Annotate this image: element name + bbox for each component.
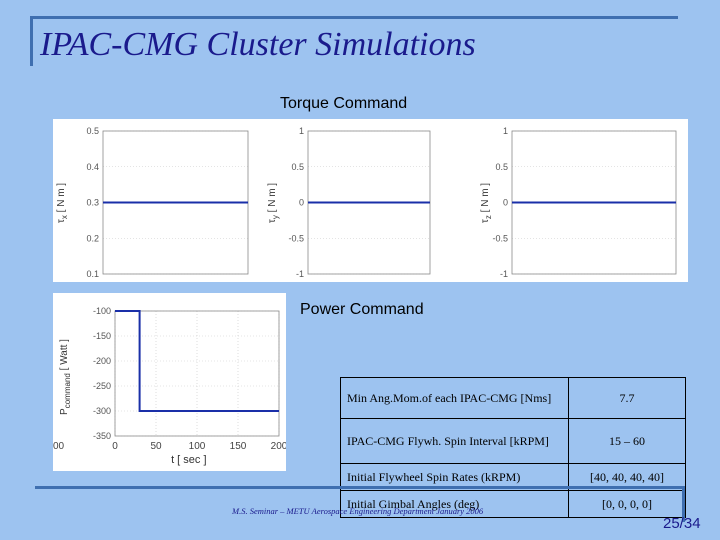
torque-y-plot: 1 0.5 0 -0.5 -1 τy [ N m ] — [267, 126, 431, 279]
y-tick-label: -1 — [500, 269, 508, 279]
slide-title: IPAC-CMG Cluster Simulations — [40, 26, 476, 63]
y-axis-label: τy [ N m ] — [267, 183, 280, 223]
title-frame-top — [30, 16, 678, 19]
footer-text: M.S. Seminar – METU Aerospace Engineerin… — [232, 506, 484, 516]
param-value: 7.7 — [568, 377, 686, 419]
y-tick-label: -150 — [93, 331, 111, 341]
footer-frame-bottom — [35, 486, 685, 489]
x-edge-label: 00 — [53, 441, 65, 452]
title-frame-left — [30, 16, 33, 66]
y-tick-label: -200 — [93, 356, 111, 366]
y-tick-label: -300 — [93, 406, 111, 416]
y-tick-label: -350 — [93, 431, 111, 441]
x-tick-label: 200 — [271, 441, 286, 452]
x-tick-label: 50 — [150, 441, 162, 452]
y-tick-label: 0 — [503, 198, 508, 208]
y-tick-label: -0.5 — [288, 233, 304, 243]
y-tick-label: 0.5 — [291, 162, 304, 172]
table-row: IPAC-CMG Flywh. Spin Interval [kRPM] 15 … — [340, 418, 686, 464]
x-tick-label: 150 — [230, 441, 247, 452]
x-tick-label: 100 — [189, 441, 206, 452]
y-tick-label: 1 — [503, 126, 508, 136]
torque-caption: Torque Command — [280, 95, 408, 112]
power-caption: Power Command — [300, 301, 424, 318]
x-tick-label: 0 — [112, 441, 118, 452]
table-row: Initial Gimbal Angles (deg) [0, 0, 0, 0] — [340, 490, 686, 518]
param-value: 15 – 60 — [568, 418, 686, 464]
torque-figure-background — [53, 119, 688, 282]
y-tick-label: -0.5 — [492, 233, 508, 243]
y-tick-label: 0.5 — [86, 126, 99, 136]
y-axis-label: Pcommand [ Watt ] — [59, 339, 72, 415]
footer-frame-right — [682, 486, 685, 522]
param-label: IPAC-CMG Flywh. Spin Interval [kRPM] — [340, 418, 569, 464]
y-tick-label: 0.4 — [86, 162, 99, 172]
y-tick-label: -100 — [93, 306, 111, 316]
y-axis-label: τx [ N m ] — [56, 183, 69, 223]
axes-box — [114, 310, 280, 437]
y-tick-label: 0 — [299, 198, 304, 208]
parameters-table: Min Ang.Mom.of each IPAC-CMG [Nms] 7.7 I… — [340, 377, 686, 518]
torque-z-plot: 1 0.5 0 -0.5 -1 τz [ N m ] — [480, 126, 677, 279]
y-tick-label: -250 — [93, 381, 111, 391]
param-value: [0, 0, 0, 0] — [568, 490, 686, 518]
y-tick-label: 0.3 — [86, 198, 99, 208]
torque-x-plot: 0.5 0.4 0.3 0.2 0.1 τx [ N m ] — [56, 126, 249, 279]
y-axis-label: τz [ N m ] — [480, 183, 493, 223]
series-line — [115, 310, 279, 412]
y-tick-label: 0.5 — [495, 162, 508, 172]
x-axis-label: t [ sec ] — [171, 454, 206, 466]
power-figure-background — [53, 293, 286, 471]
y-tick-label: 0.1 — [86, 269, 99, 279]
torque-command-figure: 0.5 0.4 0.3 0.2 0.1 τx [ N m ] 1 0.5 0 -0.5 -1 τy … — [53, 119, 688, 282]
param-label: Min Ang.Mom.of each IPAC-CMG [Nms] — [340, 377, 569, 419]
y-tick-label: -1 — [296, 269, 304, 279]
y-tick-label: 0.2 — [86, 233, 99, 243]
table-row: Min Ang.Mom.of each IPAC-CMG [Nms] 7.7 — [340, 377, 686, 419]
y-tick-label: 1 — [299, 126, 304, 136]
page-number: 25/34 — [663, 515, 701, 532]
